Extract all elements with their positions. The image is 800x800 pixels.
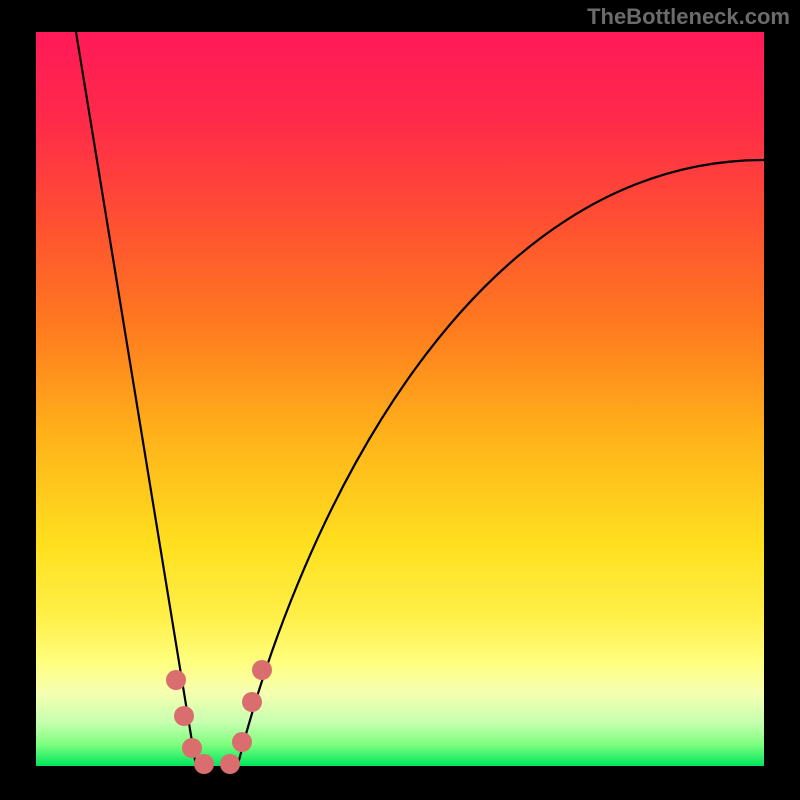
marker-dot: [252, 660, 272, 680]
marker-dot: [174, 706, 194, 726]
marker-dot: [166, 670, 186, 690]
marker-dot: [182, 738, 202, 758]
bottleneck-chart: [0, 0, 800, 800]
marker-dot: [220, 754, 240, 774]
marker-dot: [194, 754, 214, 774]
chart-container: TheBottleneck.com: [0, 0, 800, 800]
watermark-text: TheBottleneck.com: [587, 4, 790, 30]
marker-dot: [242, 692, 262, 712]
gradient-background: [36, 32, 764, 766]
marker-dot: [232, 732, 252, 752]
